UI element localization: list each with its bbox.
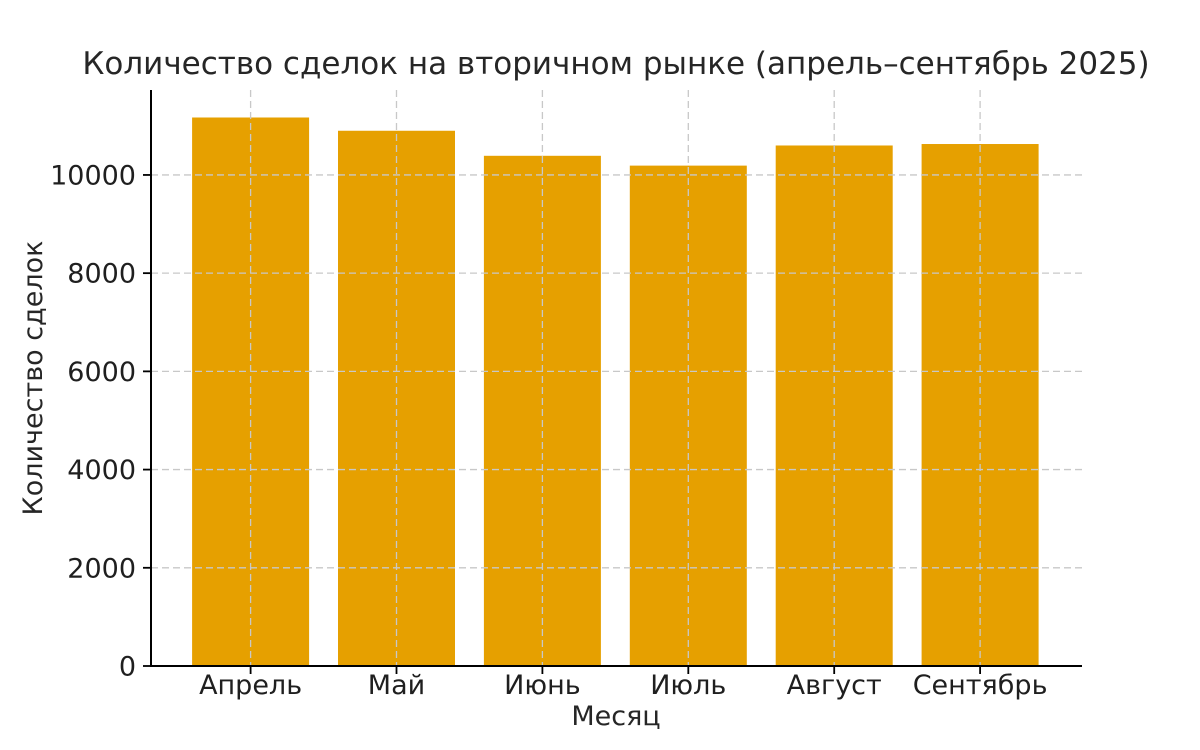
x-axis-label: Месяц (571, 701, 661, 732)
y-tick-label: 0 (119, 652, 136, 683)
y-tick-label: 8000 (67, 259, 136, 290)
chart-title: Количество сделок на вторичном рынке (ап… (82, 46, 1150, 82)
y-tick-label: 6000 (67, 357, 136, 388)
y-tick-label: 2000 (67, 553, 136, 584)
x-tick-label: Август (787, 670, 882, 701)
y-tick-label: 10000 (50, 160, 136, 191)
x-tick-label: Июль (650, 670, 726, 701)
y-tick-label: 4000 (67, 455, 136, 486)
x-tick-label: Апрель (199, 670, 302, 701)
x-tick-label: Июнь (504, 670, 581, 701)
x-tick-label: Сентябрь (913, 670, 1048, 701)
x-tick-label: Май (368, 670, 425, 701)
